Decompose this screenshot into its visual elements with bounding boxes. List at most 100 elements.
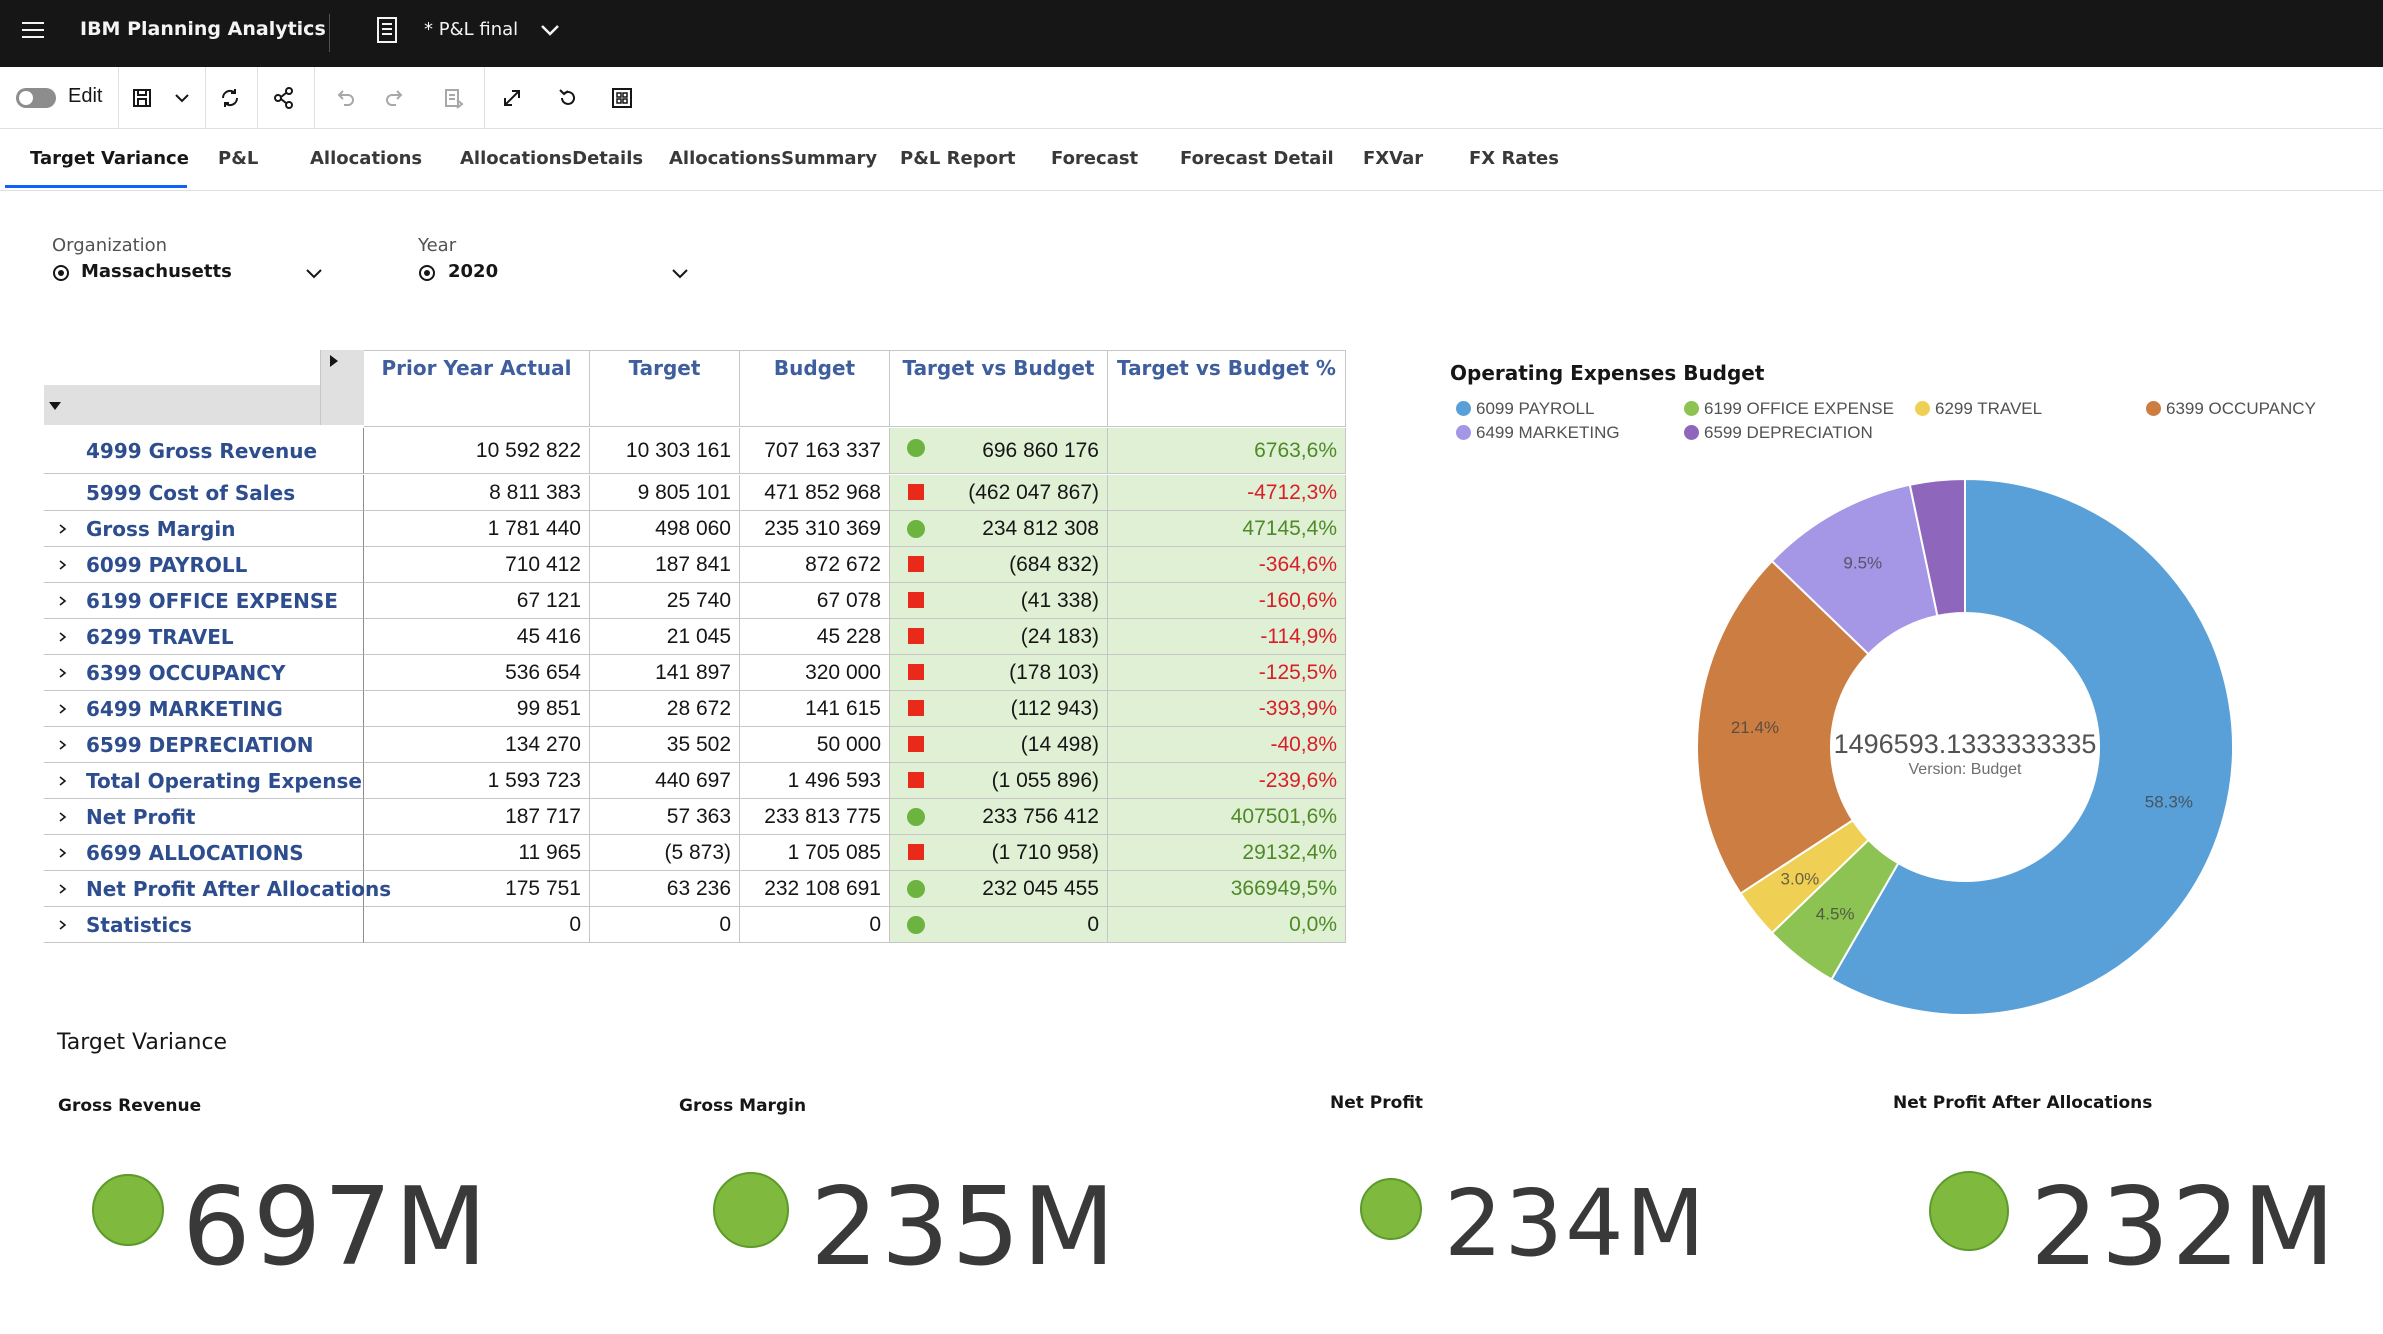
cell-prior-year-actual[interactable]: 187 717 [364,799,590,835]
cell-target-vs-budget-pct[interactable]: -114,9% [1108,619,1346,655]
cell-target[interactable]: 187 841 [590,547,740,583]
cell-budget[interactable]: 45 228 [740,619,890,655]
cell-prior-year-actual[interactable]: 1 593 723 [364,763,590,799]
cell-target-vs-budget[interactable]: (1 055 896) [890,763,1108,799]
cell-budget[interactable]: 320 000 [740,655,890,691]
row-label[interactable]: Total Operating Expense [44,763,364,799]
tab-allocations-details[interactable]: AllocationsDetails [460,148,644,169]
cell-target-vs-budget-pct[interactable]: 47145,4% [1108,511,1346,547]
legend-item[interactable]: 6299 TRAVEL [1915,399,2042,419]
column-header-target-vs-budget-pct[interactable]: Target vs Budget % [1108,350,1346,427]
legend-item[interactable]: 6199 OFFICE EXPENSE [1684,399,1894,419]
cell-prior-year-actual[interactable]: 536 654 [364,655,590,691]
cell-target-vs-budget[interactable]: (41 338) [890,583,1108,619]
cell-prior-year-actual[interactable]: 710 412 [364,547,590,583]
book-icon[interactable] [376,16,398,44]
cell-budget[interactable]: 1 705 085 [740,835,890,871]
tab-fxvar[interactable]: FXVar [1363,148,1424,169]
cell-target-vs-budget-pct[interactable]: 0,0% [1108,907,1346,943]
grid-view-icon[interactable] [602,79,642,117]
cell-budget[interactable]: 233 813 775 [740,799,890,835]
row-label[interactable]: 6199 OFFICE EXPENSE [44,583,364,619]
tab-allocations[interactable]: Allocations [310,148,423,169]
cell-target[interactable]: (5 873) [590,835,740,871]
pie-slice[interactable] [1830,477,2234,1016]
cell-target-vs-budget[interactable]: 0 [890,907,1108,943]
cell-budget[interactable]: 872 672 [740,547,890,583]
cell-target[interactable]: 25 740 [590,583,740,619]
row-label[interactable]: Statistics [44,907,364,943]
row-label[interactable]: 6599 DEPRECIATION [44,727,364,763]
tab-forecast-detail[interactable]: Forecast Detail [1180,148,1334,169]
cell-target[interactable]: 10 303 161 [590,428,740,474]
tab-fx-rates[interactable]: FX Rates [1469,148,1559,169]
row-expand-chevron-icon[interactable] [58,882,68,896]
pie-slice[interactable] [1696,559,1870,895]
reset-icon[interactable] [548,79,588,117]
row-expand-chevron-icon[interactable] [58,918,68,932]
column-expand-arrow-icon[interactable] [328,354,340,368]
row-label[interactable]: 6299 TRAVEL [44,619,364,655]
cell-target-vs-budget[interactable]: 696 860 176 [890,428,1108,474]
row-expand-chevron-icon[interactable] [58,774,68,788]
cell-target-vs-budget[interactable]: (24 183) [890,619,1108,655]
cell-prior-year-actual[interactable]: 45 416 [364,619,590,655]
cell-target-vs-budget-pct[interactable]: 6763,6% [1108,428,1346,474]
refresh-icon[interactable] [210,79,250,117]
cell-target[interactable]: 0 [590,907,740,943]
cell-budget[interactable]: 141 615 [740,691,890,727]
row-expand-chevron-icon[interactable] [58,666,68,680]
tab-forecast[interactable]: Forecast [1051,148,1139,169]
book-title[interactable]: * P&L final [424,19,519,40]
row-expand-chevron-icon[interactable] [58,630,68,644]
row-label[interactable]: 6399 OCCUPANCY [44,655,364,691]
redo-icon[interactable] [376,79,416,117]
cell-target[interactable]: 57 363 [590,799,740,835]
cell-target-vs-budget[interactable]: 233 756 412 [890,799,1108,835]
cell-target-vs-budget-pct[interactable]: 366949,5% [1108,871,1346,907]
cell-target-vs-budget-pct[interactable]: -4712,3% [1108,475,1346,511]
cell-target[interactable]: 63 236 [590,871,740,907]
cell-target-vs-budget-pct[interactable]: -393,9% [1108,691,1346,727]
tab-target-variance[interactable]: Target Variance [30,148,189,169]
cell-target-vs-budget[interactable]: (462 047 867) [890,475,1108,511]
organization-value[interactable]: Massachusetts [81,261,232,282]
column-dimension-handle[interactable] [320,350,364,425]
cell-target[interactable]: 35 502 [590,727,740,763]
cell-budget[interactable]: 1 496 593 [740,763,890,799]
cell-target-vs-budget-pct[interactable]: 29132,4% [1108,835,1346,871]
row-label[interactable]: Gross Margin [44,511,364,547]
cell-target-vs-budget[interactable]: (14 498) [890,727,1108,763]
cell-target[interactable]: 141 897 [590,655,740,691]
year-chevron-down-icon[interactable] [670,263,690,283]
cell-budget[interactable]: 0 [740,907,890,943]
chevron-down-icon[interactable] [538,18,562,42]
tab-pl[interactable]: P&L [218,148,259,169]
cell-target-vs-budget[interactable]: 232 045 455 [890,871,1108,907]
cell-prior-year-actual[interactable]: 10 592 822 [364,428,590,474]
cell-prior-year-actual[interactable]: 67 121 [364,583,590,619]
pie-slice[interactable] [1908,477,1966,618]
cell-target-vs-budget-pct[interactable]: -160,6% [1108,583,1346,619]
cell-target-vs-budget[interactable]: (112 943) [890,691,1108,727]
cell-target-vs-budget-pct[interactable]: -125,5% [1108,655,1346,691]
cell-target[interactable]: 498 060 [590,511,740,547]
column-header-prior-year-actual[interactable]: Prior Year Actual [364,350,590,427]
column-header-budget[interactable]: Budget [740,350,890,427]
cell-budget[interactable]: 67 078 [740,583,890,619]
cell-target[interactable]: 9 805 101 [590,475,740,511]
cell-target[interactable]: 28 672 [590,691,740,727]
cell-prior-year-actual[interactable]: 0 [364,907,590,943]
row-expand-chevron-icon[interactable] [58,810,68,824]
cell-budget[interactable]: 50 000 [740,727,890,763]
row-label[interactable]: 6099 PAYROLL [44,547,364,583]
year-value[interactable]: 2020 [448,261,499,282]
column-header-target[interactable]: Target [590,350,740,427]
cell-prior-year-actual[interactable]: 175 751 [364,871,590,907]
tab-allocations-summary[interactable]: AllocationsSummary [669,148,878,169]
cell-target-vs-budget[interactable]: 234 812 308 [890,511,1108,547]
cell-target-vs-budget-pct[interactable]: -364,6% [1108,547,1346,583]
legend-item[interactable]: 6099 PAYROLL [1456,399,1594,419]
row-label[interactable]: 6699 ALLOCATIONS [44,835,364,871]
cell-target[interactable]: 21 045 [590,619,740,655]
